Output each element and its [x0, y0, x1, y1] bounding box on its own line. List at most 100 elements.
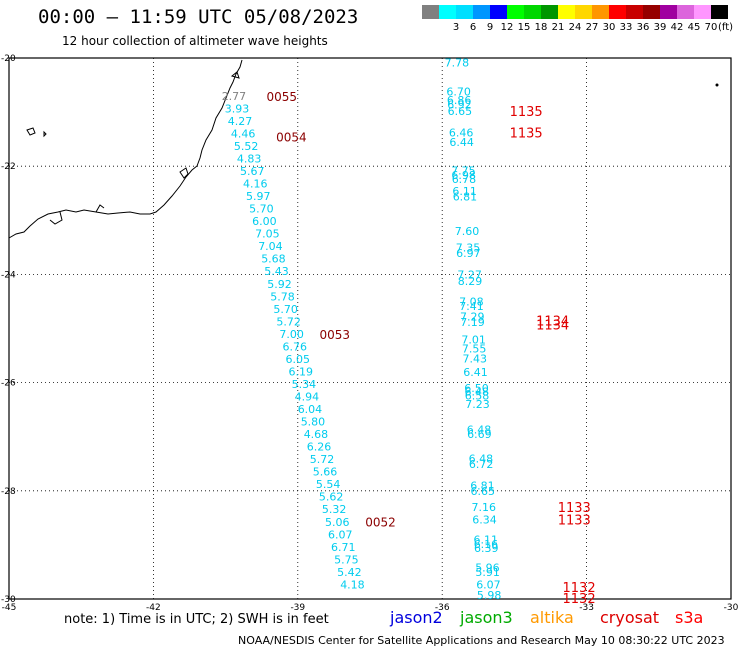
track-west-values: 2.773.934.274.465.524.835.674.165.975.70…	[222, 90, 365, 592]
swh-value-east: 7.60	[455, 225, 480, 238]
coastline-inlet-3	[179, 167, 189, 179]
swh-value-east: 6.98	[451, 169, 476, 182]
swh-value-east: 7.16	[472, 501, 497, 514]
swh-value-west: 6.05	[286, 353, 311, 366]
swh-value-west: 6.71	[331, 541, 356, 554]
page-title: 00:00 – 11:59 UTC 05/08/2023	[38, 6, 359, 28]
swh-value-east: 7.35	[456, 241, 481, 254]
time-label-east: 1135	[510, 105, 543, 120]
swh-value-east: 6.78	[452, 173, 477, 186]
swh-value-east: 7.55	[462, 343, 487, 356]
lat-tick-label: -30	[1, 595, 16, 605]
swh-value-east: 7.08	[459, 296, 484, 309]
swh-value-west: 4.16	[243, 178, 268, 191]
time-label-east: 1134	[536, 314, 569, 329]
swh-value-east: 6.65	[471, 485, 496, 498]
time-label-west: 0052	[365, 516, 396, 530]
legend-label: 30	[602, 22, 616, 33]
legend-swatch	[456, 5, 473, 19]
swh-value-west: 5.97	[246, 190, 271, 203]
swh-value-west: 4.94	[295, 391, 320, 404]
legend-label: 3	[452, 22, 460, 33]
swh-value-east: 6.07	[476, 578, 501, 591]
swh-value-east: 6.72	[469, 458, 494, 471]
swh-value-east: 7.19	[460, 316, 485, 329]
legend-swatch	[524, 5, 541, 19]
legend-swatch	[694, 5, 711, 19]
time-label-east: 1133	[558, 514, 591, 529]
swh-value-west: 7.00	[279, 328, 304, 341]
satellite-label-altika: altika	[530, 608, 574, 627]
swh-value-west: 5.34	[292, 378, 317, 391]
lat-tick-label: -28	[1, 487, 16, 497]
page-subtitle: 12 hour collection of altimeter wave hei…	[62, 34, 328, 48]
swh-value-east: 6.86	[447, 94, 472, 107]
coastline-brazil	[8, 59, 243, 239]
satellite-label-jason3: jason3	[460, 608, 513, 627]
swh-value-east: 5.91	[475, 566, 500, 579]
swh-value-west: 6.76	[283, 340, 308, 353]
swh-value-west: 6.26	[307, 441, 332, 454]
legend-swatch	[575, 5, 592, 19]
swh-value-west: 4.46	[231, 127, 256, 140]
swh-value-east: 6.81	[453, 191, 478, 204]
swh-value-west: 5.72	[310, 453, 335, 466]
swh-value-east: 6.11	[452, 185, 477, 198]
swh-value-east: 7.01	[461, 333, 486, 346]
swh-value-east: 6.39	[474, 542, 499, 555]
time-label-west: 0055	[267, 90, 298, 104]
satellite-label-cryosat: cryosat	[600, 608, 660, 627]
legend-units: (ft)	[718, 22, 734, 33]
legend-label: 70	[704, 22, 718, 33]
island-dot	[715, 83, 719, 87]
coastline-inlet-2	[95, 204, 105, 213]
swh-value-west: 5.80	[301, 416, 326, 429]
swh-value-east: 6.70	[446, 86, 471, 99]
legend-swatch	[677, 5, 694, 19]
swh-value-east: 6.58	[465, 390, 490, 403]
legend-swatch	[490, 5, 507, 19]
swh-value-west: 6.04	[298, 403, 323, 416]
legend-swatch	[660, 5, 677, 19]
swh-value-east: 6.48	[465, 385, 490, 398]
legend-label: 15	[517, 22, 531, 33]
swh-value-west: 5.43	[264, 265, 289, 278]
swh-value-west: 3.93	[225, 102, 250, 115]
coastline-inlet-4	[230, 71, 240, 79]
island-small-1	[43, 130, 47, 138]
legend-swatch	[439, 5, 456, 19]
legend-label: 27	[585, 22, 599, 33]
swh-value-east: 6.34	[472, 514, 497, 527]
swh-value-west: 6.19	[289, 365, 314, 378]
coastline-inlet-1	[49, 211, 63, 225]
swh-value-east: 6.65	[448, 105, 473, 118]
swh-value-east: 6.97	[456, 247, 481, 260]
footer-credit: NOAA/NESDIS Center for Satellite Applica…	[238, 634, 725, 647]
time-label-west: 0054	[276, 130, 307, 144]
swh-value-east: 6.41	[463, 366, 488, 379]
note-text: note: 1) Time is in UTC; 2) SWH is in fe…	[64, 612, 329, 627]
swh-value-west: 5.72	[276, 315, 301, 328]
lon-tick-label: -45	[2, 603, 17, 613]
legend-swatch	[473, 5, 490, 19]
time-label-east: 1132	[563, 581, 596, 596]
legend-swatch	[626, 5, 643, 19]
satellite-label-s3a: s3a	[675, 608, 704, 627]
time-label-east: 1135	[510, 127, 543, 142]
swh-value-east: 7.75	[451, 165, 476, 178]
legend-swatch	[507, 5, 524, 19]
swh-value-east: 7.29	[460, 311, 485, 324]
legend-label: 45	[687, 22, 701, 33]
swh-value-east: 6.44	[449, 136, 474, 149]
swh-value-west: 5.06	[325, 516, 350, 529]
time-label-west: 0053	[320, 328, 351, 342]
legend-swatch	[558, 5, 575, 19]
swh-value-west: 7.04	[258, 240, 283, 253]
swh-value-west: 5.52	[234, 140, 259, 153]
map-frame	[8, 57, 732, 600]
swh-value-west: 5.70	[273, 303, 298, 316]
island-trindade	[26, 127, 36, 136]
swh-value-east: 6.48	[469, 452, 494, 465]
